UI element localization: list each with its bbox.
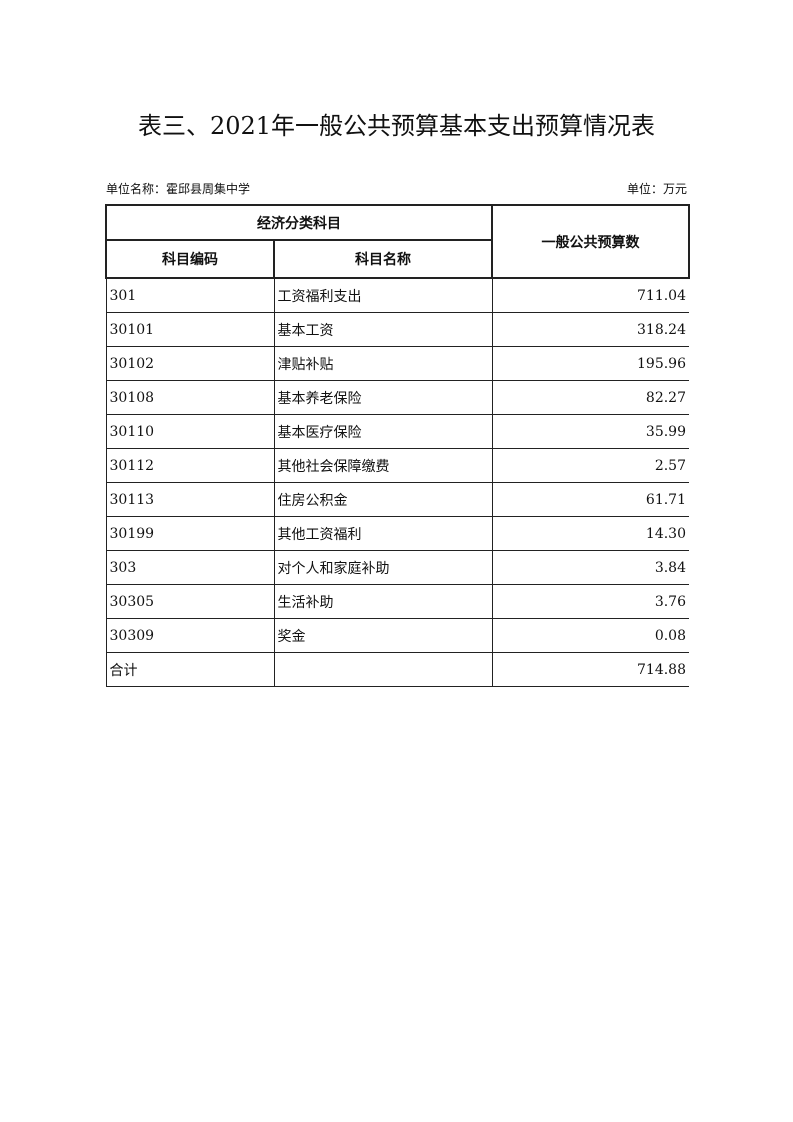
- header-name: 科目名称: [273, 239, 493, 279]
- table-row: 合计 714.88: [105, 652, 689, 687]
- cell-amount: 35.99: [491, 414, 689, 449]
- cell-name: 基本医疗保险: [273, 414, 492, 449]
- budget-table: 经济分类科目 一般公共预算数 科目编码 科目名称 301 工资福利支出 711.04…: [105, 204, 690, 687]
- header-amount: 一般公共预算数: [491, 204, 690, 279]
- table-row: 30102 津贴补贴 195.96: [105, 346, 689, 381]
- table-row: 30113 住房公积金 61.71: [105, 482, 689, 517]
- cell-code: 30110: [105, 414, 274, 449]
- table-row: 30112 其他社会保障缴费 2.57: [105, 448, 689, 483]
- cell-code: 30309: [105, 618, 274, 653]
- cell-amount: 3.76: [491, 584, 689, 619]
- table-row: 30305 生活补助 3.76: [105, 584, 689, 619]
- cell-amount: 2.57: [491, 448, 689, 483]
- cell-code: 30108: [105, 380, 274, 415]
- cell-code: 30199: [105, 516, 274, 551]
- table-row: 30110 基本医疗保险 35.99: [105, 414, 689, 449]
- cell-amount: 82.27: [491, 380, 689, 415]
- cell-name: 津贴补贴: [273, 346, 492, 381]
- table-row: 303 对个人和家庭补助 3.84: [105, 550, 689, 585]
- cell-name: 其他社会保障缴费: [273, 448, 492, 483]
- cell-code: 303: [105, 550, 274, 585]
- header-code: 科目编码: [105, 239, 275, 279]
- cell-amount: 61.71: [491, 482, 689, 517]
- table-row: 301 工资福利支出 711.04: [105, 277, 689, 313]
- unit-name: 单位名称：霍邱县周集中学: [106, 182, 251, 196]
- cell-amount: 714.88: [491, 652, 689, 687]
- cell-name: 对个人和家庭补助: [273, 550, 492, 585]
- cell-code: 30305: [105, 584, 274, 619]
- cell-amount: 318.24: [491, 312, 689, 347]
- cell-name: 基本养老保险: [273, 380, 492, 415]
- cell-name: 住房公积金: [273, 482, 492, 517]
- cell-code: 30113: [105, 482, 274, 517]
- header-group: 经济分类科目: [105, 204, 493, 241]
- unit-label: 单位：万元: [626, 182, 687, 196]
- cell-name: 其他工资福利: [273, 516, 492, 551]
- cell-code: 30102: [105, 346, 274, 381]
- cell-name: 奖金: [273, 618, 492, 653]
- cell-code: 30112: [105, 448, 274, 483]
- cell-name: 工资福利支出: [273, 277, 492, 313]
- table-row: 30101 基本工资 318.24: [105, 312, 689, 347]
- cell-amount: 0.08: [491, 618, 689, 653]
- table-row: 30108 基本养老保险 82.27: [105, 380, 689, 415]
- cell-amount: 195.96: [491, 346, 689, 381]
- cell-code: 合计: [105, 652, 274, 687]
- table-row: 30199 其他工资福利 14.30: [105, 516, 689, 551]
- cell-code: 301: [105, 277, 274, 313]
- cell-amount: 3.84: [491, 550, 689, 585]
- cell-amount: 711.04: [491, 277, 689, 313]
- table-row: 30309 奖金 0.08: [105, 618, 689, 653]
- cell-name: 基本工资: [273, 312, 492, 347]
- cell-amount: 14.30: [491, 516, 689, 551]
- cell-name: [273, 652, 492, 687]
- cell-code: 30101: [105, 312, 274, 347]
- page-title: 表三、2021年一般公共预算基本支出预算情况表: [137, 112, 656, 140]
- cell-name: 生活补助: [273, 584, 492, 619]
